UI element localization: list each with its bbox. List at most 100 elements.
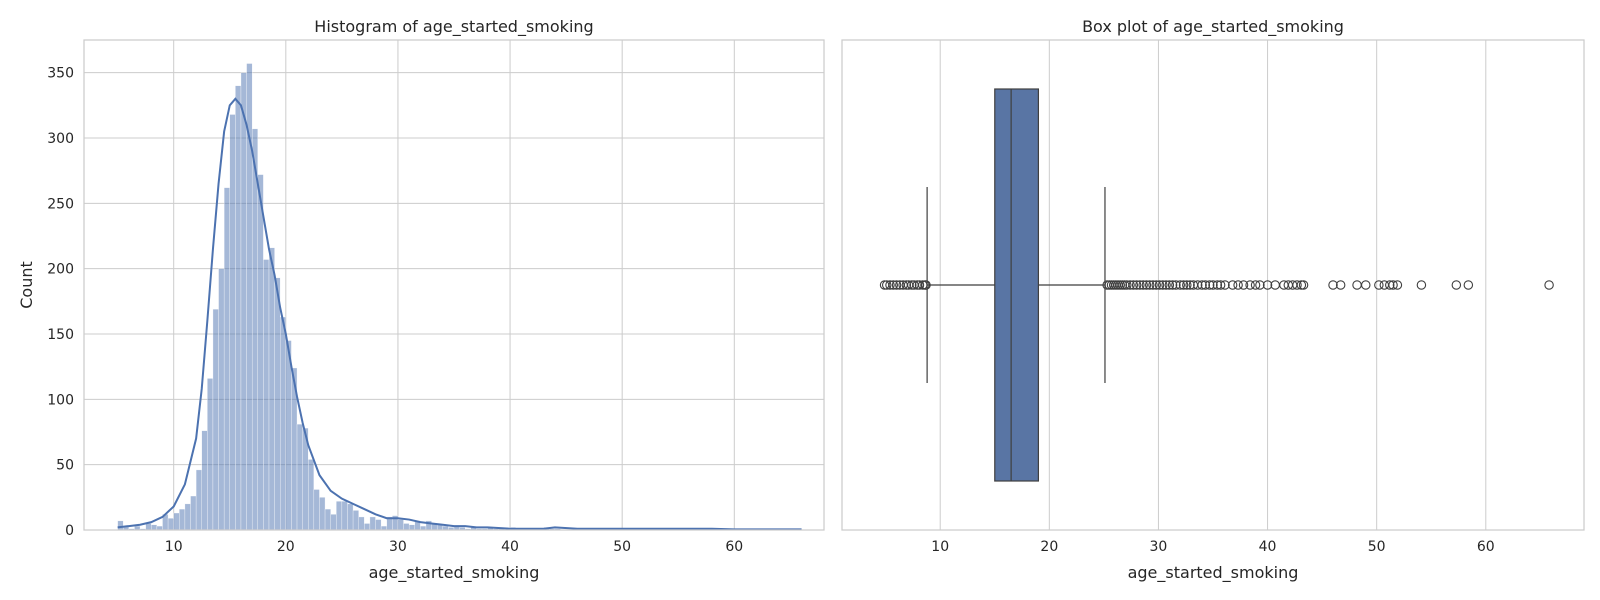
outlier-point xyxy=(1128,280,1139,290)
outlier-point xyxy=(1388,280,1398,290)
outlier-point xyxy=(1544,280,1554,290)
histogram-bar xyxy=(375,519,382,531)
histogram-bar xyxy=(408,524,415,531)
histogram-bar xyxy=(397,519,404,531)
histogram-gridlines xyxy=(84,40,824,531)
outlier-point xyxy=(1122,280,1132,290)
boxplot-title: Box plot of age_started_smoking xyxy=(1082,17,1344,37)
outlier-point xyxy=(1245,280,1255,290)
histogram-bars xyxy=(117,63,797,531)
boxplot-x-tick-label: 20 xyxy=(1040,539,1058,555)
histogram-y-tick-label: 300 xyxy=(47,131,74,147)
histogram-x-ticks: 10 20 30 40 50 60 xyxy=(165,539,743,555)
iqr-box xyxy=(994,88,1040,482)
histogram-bar xyxy=(201,430,208,531)
histogram-y-tick-label: 50 xyxy=(56,458,74,474)
histogram-bar xyxy=(263,259,270,531)
outlier-point xyxy=(1185,280,1195,290)
outlier-point xyxy=(1175,280,1186,290)
outlier-point xyxy=(1392,280,1403,290)
outlier-point xyxy=(1262,280,1273,290)
outlier-point xyxy=(1135,280,1145,290)
outlier-point xyxy=(1374,280,1384,290)
histogram-bar xyxy=(151,524,158,531)
histogram-bar xyxy=(218,268,225,531)
histogram-bar xyxy=(280,316,287,531)
histogram-bar xyxy=(190,495,197,531)
histogram-bar xyxy=(229,114,236,531)
histogram-bar xyxy=(117,520,124,531)
histogram-bar xyxy=(223,187,230,531)
histogram-y-tick-label: 150 xyxy=(47,327,74,343)
boxplot-x-tick-label: 60 xyxy=(1477,539,1495,555)
outlier-point xyxy=(1352,280,1362,290)
outlier-point xyxy=(1125,280,1135,290)
outlier-point xyxy=(1298,280,1309,290)
outlier-point xyxy=(885,280,895,290)
histogram-panel: 10 20 30 40 50 60 0 50 100 150 200 250 300 350 Histo… xyxy=(17,17,825,583)
histogram-bar xyxy=(212,308,219,531)
outlier-point xyxy=(1192,280,1203,290)
histogram-y-tick-label: 100 xyxy=(47,392,74,408)
histogram-y-axis-label: Count xyxy=(17,261,36,309)
histogram-y-tick-label: 350 xyxy=(47,66,74,82)
histogram-bar xyxy=(257,174,264,531)
histogram-bar xyxy=(347,503,354,531)
outlier-point xyxy=(1335,280,1346,290)
histogram-bar xyxy=(179,508,186,531)
histogram-title: Histogram of age_started_smoking xyxy=(314,17,593,37)
outlier-point xyxy=(1250,280,1261,290)
boxplot-panel: 10 20 30 40 50 60 Box plot of age_started_smo… xyxy=(841,17,1585,583)
histogram-bar xyxy=(235,85,242,531)
histogram-bar xyxy=(308,459,315,531)
outlier-point xyxy=(921,280,931,290)
histogram-bar xyxy=(296,423,303,531)
histogram-x-tick-label: 10 xyxy=(165,539,183,555)
outlier-point xyxy=(891,280,902,290)
histogram-bar xyxy=(145,523,152,531)
outlier-point xyxy=(1141,280,1152,290)
histogram-x-tick-label: 40 xyxy=(501,539,519,555)
histogram-y-tick-label: 250 xyxy=(47,196,74,212)
histogram-bar xyxy=(313,489,320,531)
histogram-bar xyxy=(369,516,376,531)
histogram-x-tick-label: 50 xyxy=(613,539,631,555)
boxplot-glyph xyxy=(926,88,1106,482)
outlier-point xyxy=(1164,280,1175,290)
histogram-x-axis-label: age_started_smoking xyxy=(369,563,540,583)
boxplot-x-axis-label: age_started_smoking xyxy=(1128,563,1299,583)
kde-curve xyxy=(117,97,802,531)
histogram-bar xyxy=(364,523,371,531)
histogram-y-tick-label: 200 xyxy=(47,262,74,278)
histogram-y-ticks: 0 50 100 150 200 250 300 350 xyxy=(47,66,74,539)
outlier-point xyxy=(1328,280,1338,290)
histogram-x-tick-label: 30 xyxy=(389,539,407,555)
outlier-point xyxy=(1182,280,1192,290)
histogram-bar xyxy=(167,518,174,531)
histogram-bar xyxy=(324,508,331,531)
outlier-point xyxy=(881,280,892,290)
outlier-point xyxy=(1220,280,1230,290)
outlier-point xyxy=(1233,280,1243,290)
histogram-bar xyxy=(403,523,410,531)
outlier-point xyxy=(1204,280,1215,290)
outlier-point xyxy=(1197,280,1207,290)
histogram-bar xyxy=(330,514,337,531)
histogram-x-tick-label: 20 xyxy=(277,539,295,555)
outlier-point xyxy=(1227,280,1238,290)
outlier-point xyxy=(914,280,925,290)
boxplot-x-tick-label: 40 xyxy=(1259,539,1277,555)
outlier-point xyxy=(888,280,899,290)
outlier-point xyxy=(1215,280,1226,290)
histogram-bar xyxy=(240,72,247,531)
outlier-point xyxy=(1416,280,1427,290)
histogram-frame xyxy=(83,39,825,531)
boxplot-x-tick-label: 50 xyxy=(1368,539,1386,555)
histogram-x-tick-label: 60 xyxy=(725,539,743,555)
outlier-point xyxy=(1131,280,1142,290)
histogram-bar xyxy=(358,516,365,531)
outlier-point xyxy=(1178,280,1189,290)
histogram-bar xyxy=(352,510,359,531)
outlier-point xyxy=(1292,280,1302,290)
